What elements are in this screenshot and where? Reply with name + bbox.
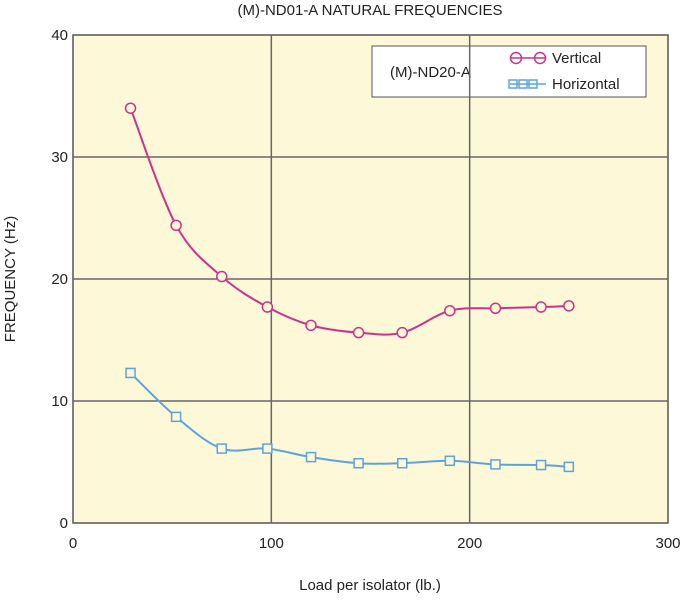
data-point-vertical — [216, 270, 228, 283]
data-point-horizontal — [262, 443, 273, 454]
data-point-horizontal — [125, 367, 136, 379]
data-point-horizontal — [353, 457, 364, 469]
data-point-horizontal — [444, 455, 456, 467]
data-point-horizontal — [305, 451, 317, 463]
data-point-horizontal — [396, 457, 408, 469]
data-point-vertical — [535, 301, 547, 313]
y-tick-label: 10 — [51, 393, 68, 410]
x-tick-label: 200 — [457, 535, 482, 552]
data-point-horizontal — [563, 461, 575, 473]
data-point-vertical — [489, 302, 502, 315]
chart-title: (M)-ND01-A NATURAL FREQUENCIES — [237, 2, 502, 19]
data-point-vertical — [170, 219, 182, 232]
data-point-vertical — [305, 319, 317, 332]
data-point-vertical — [352, 326, 365, 339]
x-tick-label: 100 — [259, 535, 284, 552]
series-line-vertical — [129, 107, 569, 336]
legend-marker — [528, 79, 538, 89]
data-point-horizontal — [535, 459, 547, 471]
x-axis-label: Load per isolator (lb.) — [299, 577, 441, 594]
legend: (M)-ND20-A Vertical Horizontal — [371, 45, 647, 98]
data-point-vertical — [261, 301, 274, 313]
data-point-vertical — [396, 326, 408, 339]
data-point-horizontal — [216, 443, 227, 454]
legend-marker — [533, 51, 547, 65]
legend-marker — [508, 79, 518, 89]
x-tick-label: 300 — [655, 535, 680, 552]
legend-label: Horizontal — [552, 76, 620, 93]
legend-title: (M)-ND20-A — [390, 64, 471, 81]
data-point-horizontal — [490, 459, 501, 470]
data-point-vertical — [444, 304, 456, 317]
data-point-vertical — [124, 102, 137, 114]
legend-label: Vertical — [552, 50, 601, 67]
legend-marker — [509, 51, 523, 65]
data-point-vertical — [563, 300, 575, 312]
y-axis-label: FREQUENCY (Hz) — [2, 216, 19, 342]
y-tick-label: 0 — [60, 515, 68, 532]
legend-marker — [518, 79, 528, 89]
data-point-horizontal — [170, 411, 182, 423]
x-tick-label: 0 — [69, 535, 77, 552]
y-tick-label: 30 — [51, 149, 68, 166]
y-tick-label: 40 — [51, 27, 68, 44]
y-tick-label: 20 — [51, 271, 68, 288]
